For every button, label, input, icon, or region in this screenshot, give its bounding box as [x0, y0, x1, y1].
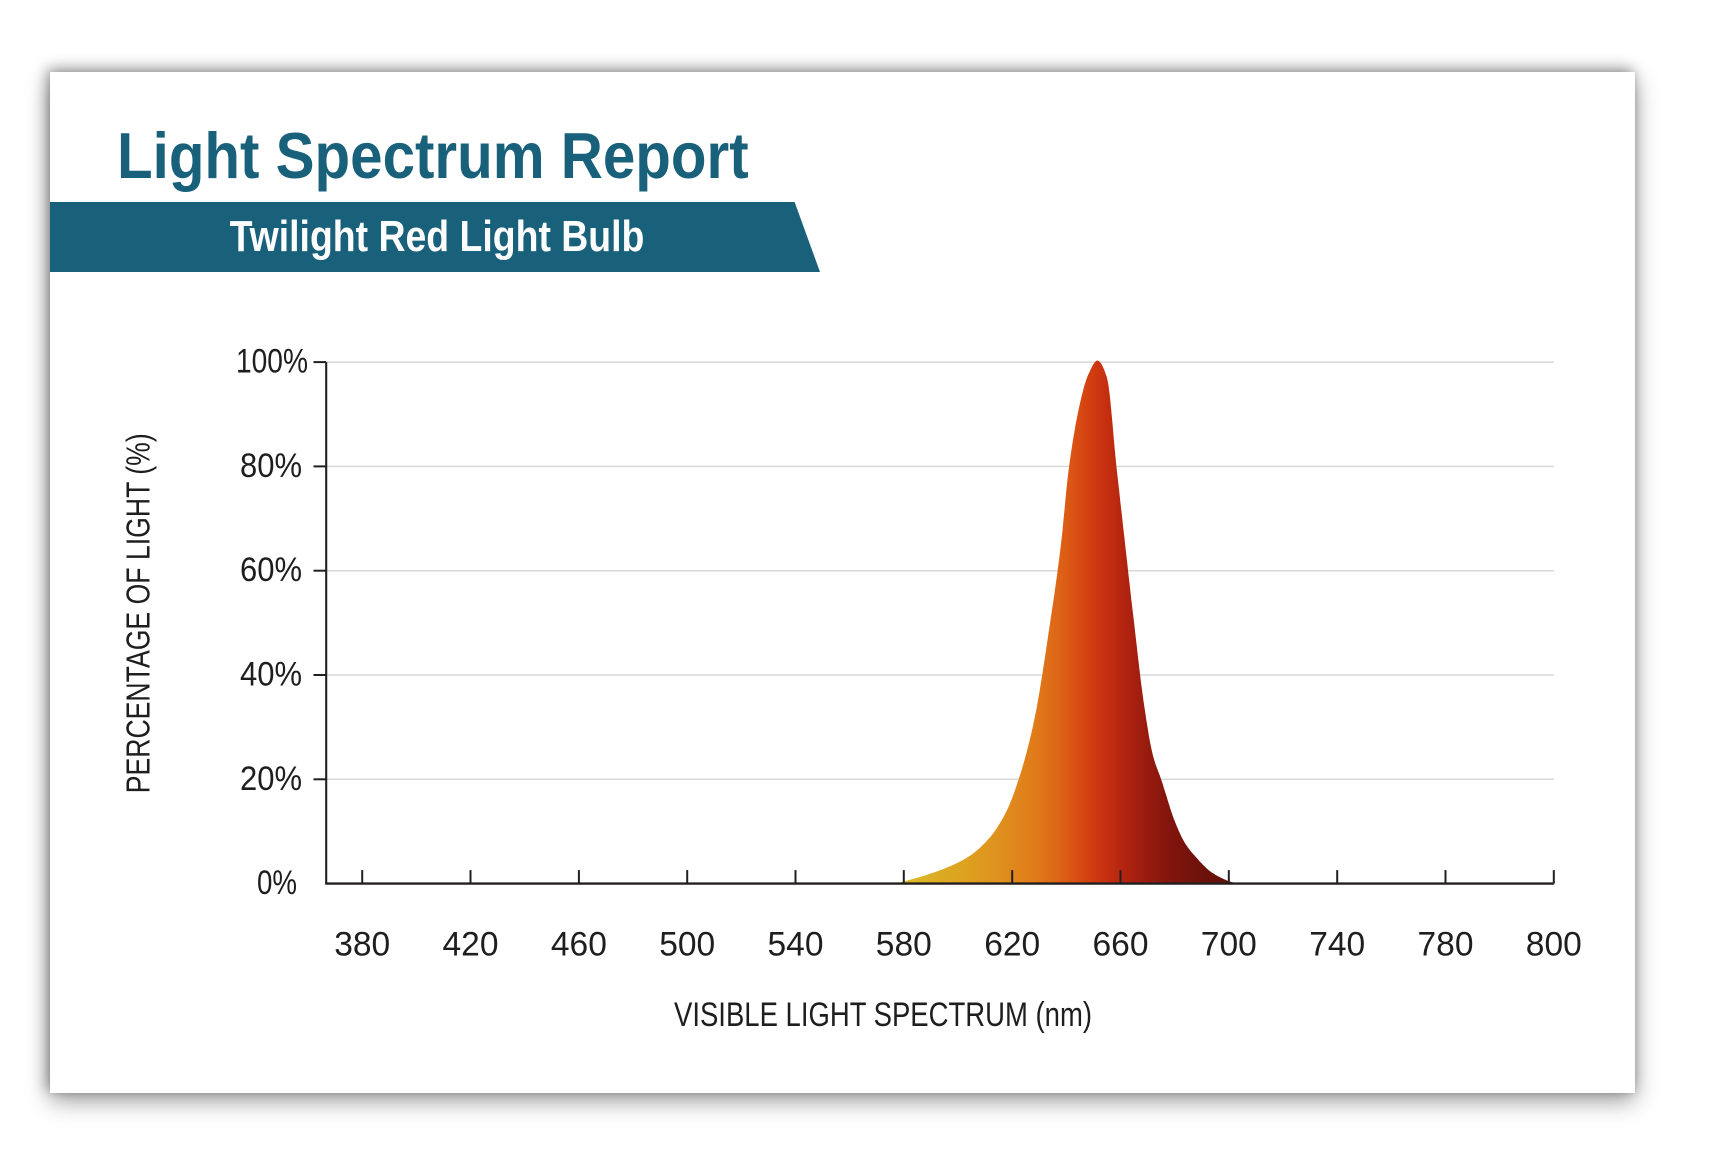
svg-text:460: 460 [551, 926, 607, 964]
svg-text:420: 420 [443, 926, 499, 964]
svg-text:80%: 80% [240, 447, 302, 485]
svg-text:20%: 20% [240, 760, 302, 798]
svg-text:VISIBLE LIGHT SPECTRUM (nm): VISIBLE LIGHT SPECTRUM (nm) [674, 996, 1092, 1034]
svg-text:780: 780 [1418, 926, 1474, 964]
svg-text:0%: 0% [257, 864, 297, 902]
svg-text:580: 580 [876, 926, 932, 964]
svg-text:740: 740 [1309, 926, 1365, 964]
svg-text:700: 700 [1201, 926, 1257, 964]
svg-text:60%: 60% [240, 551, 302, 589]
svg-text:380: 380 [334, 926, 390, 964]
svg-text:100%: 100% [236, 343, 308, 381]
svg-text:660: 660 [1093, 926, 1149, 964]
svg-text:800: 800 [1526, 926, 1582, 964]
svg-text:500: 500 [659, 926, 715, 964]
svg-text:620: 620 [984, 926, 1040, 964]
svg-text:40%: 40% [240, 656, 302, 694]
svg-text:PERCENTAGE OF LIGHT (%): PERCENTAGE OF LIGHT (%) [120, 433, 157, 793]
svg-text:540: 540 [768, 926, 824, 964]
